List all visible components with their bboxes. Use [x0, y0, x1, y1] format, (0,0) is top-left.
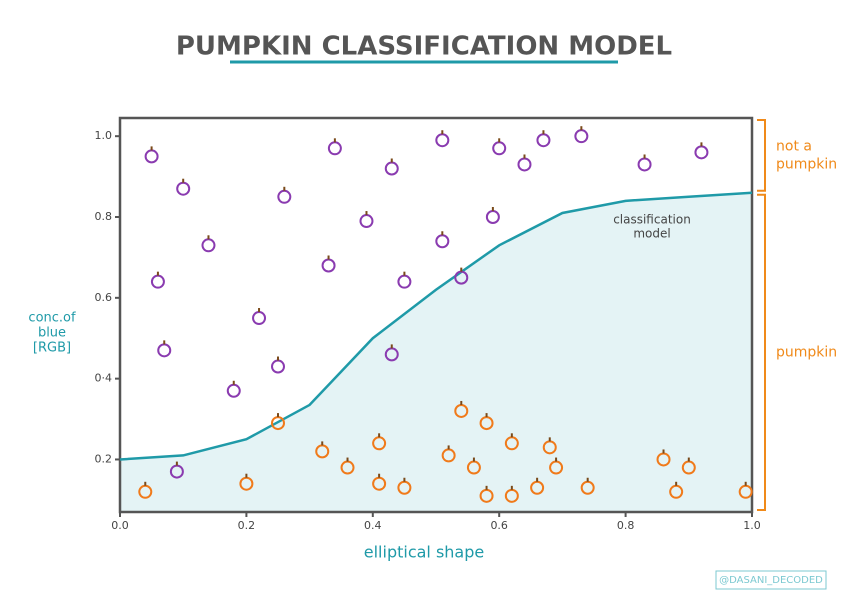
data-point [150, 274, 165, 289]
bracket-label: not a [776, 138, 812, 154]
data-point [536, 133, 551, 148]
data-point [384, 161, 399, 176]
x-tick-label: 0.6 [490, 519, 508, 532]
x-tick-label: 0.4 [364, 519, 382, 532]
x-tick-label: 1.0 [743, 519, 761, 532]
data-point [397, 274, 412, 289]
credit-box [715, 570, 827, 590]
data-point [321, 258, 336, 273]
data-point [277, 189, 292, 204]
plot-frame [118, 116, 754, 514]
data-point [435, 234, 450, 249]
y-tick-label: 0.6 [95, 291, 113, 304]
data-point [435, 133, 450, 148]
x-axis-label: elliptical shape [364, 543, 484, 562]
y-tick-label: 0·4 [95, 372, 113, 385]
x-tick-label: 0.8 [617, 519, 635, 532]
y-axis-label: blue [38, 326, 66, 341]
data-point [492, 141, 507, 156]
credit: @DASANI_DECODED [719, 575, 823, 586]
classification-curve [119, 191, 753, 461]
data-point [694, 145, 709, 160]
data-point [485, 210, 500, 225]
y-tick-label: 1.0 [95, 129, 113, 142]
area-fill [120, 192, 752, 512]
y-axis-label: [RGB] [33, 341, 71, 356]
bracket-label: pumpkin [776, 344, 837, 360]
data-point [637, 157, 652, 172]
bracket-label: pumpkin [776, 156, 837, 172]
curve-label: model [633, 227, 670, 241]
data-point [157, 343, 172, 358]
data-point [517, 157, 532, 172]
curve-label: classification [613, 213, 691, 227]
data-point [359, 214, 374, 229]
bracket [757, 193, 766, 511]
y-tick-label: 0.2 [95, 452, 113, 465]
data-point [574, 129, 589, 144]
x-tick-label: 0.0 [111, 519, 129, 532]
data-point [176, 181, 191, 196]
data-point [252, 311, 267, 326]
chart-title: PUMPKIN CLASSIFICATION MODEL [176, 32, 672, 62]
data-point [226, 383, 241, 398]
y-tick-label: 0.8 [95, 210, 113, 223]
x-tick-label: 0.2 [238, 519, 256, 532]
data-point [144, 149, 159, 164]
data-point [271, 359, 285, 374]
data-point [327, 141, 342, 156]
bracket [757, 119, 766, 192]
y-axis-label: conc.of [28, 311, 76, 326]
data-point [201, 238, 216, 253]
